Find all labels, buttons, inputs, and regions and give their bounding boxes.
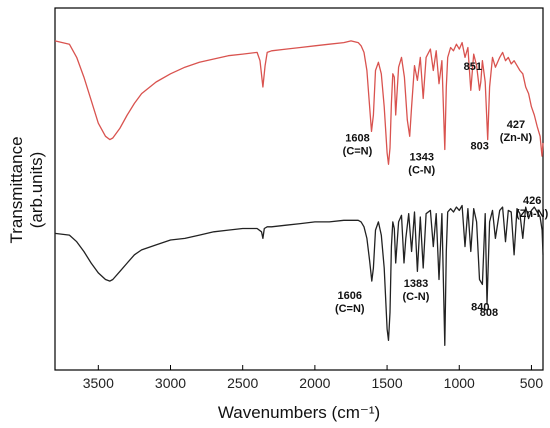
y-axis-title-line2: (arb.units)	[27, 152, 46, 229]
x-tick-label: 2500	[227, 375, 258, 391]
annotation-value: 1606	[338, 290, 362, 302]
series-line-1	[54, 40, 544, 165]
annotation-value: 808	[480, 307, 498, 319]
annotation-assignment: (C=N)	[335, 303, 365, 315]
annotation-assignment: (C-N)	[408, 164, 435, 176]
annotation-value: 427	[507, 119, 525, 131]
annotation-assignment: (Zn-N)	[516, 208, 549, 220]
y-axis-title-line1: Transmittance	[7, 136, 26, 243]
x-tick-label: 1500	[371, 375, 402, 391]
annotation-value: 1608	[345, 132, 369, 144]
annotation-assignment: (Zn-N)	[500, 132, 533, 144]
x-ticks: 3500 3000 2500 2000 1500 1000 500	[83, 365, 544, 391]
annotations: 1608(C=N) 1343(C-N)851803427(Zn-N)1606(C=…	[335, 61, 549, 319]
annotation-value: 1343	[409, 151, 433, 163]
annotation-value: 840	[471, 301, 489, 313]
x-axis-title: Wavenumbers (cm⁻¹)	[218, 403, 380, 422]
annotation-value: 1383	[404, 278, 428, 290]
x-tick-label: 3000	[155, 375, 186, 391]
x-tick-label: 500	[520, 375, 544, 391]
series-group	[54, 40, 544, 346]
annotation-assignment: (C-N)	[403, 291, 430, 303]
annotation-value: 851	[464, 61, 482, 73]
x-tick-label: 3500	[83, 375, 114, 391]
plot-frame	[54, 7, 544, 371]
annotation-value: 803	[471, 141, 489, 153]
annotation-value: 426	[523, 195, 541, 207]
x-tick-label: 1000	[444, 375, 475, 391]
x-tick-label: 2000	[299, 375, 330, 391]
series-line-2	[54, 204, 544, 346]
annotation-assignment: (C=N)	[343, 145, 373, 157]
